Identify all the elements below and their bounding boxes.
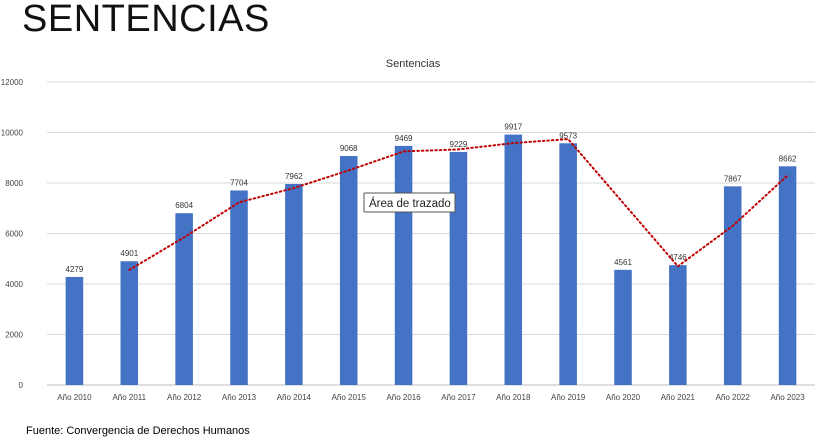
bar: [559, 143, 577, 385]
bar: [449, 151, 468, 385]
trendline: [128, 138, 789, 271]
x-tick-label: Año 2019: [551, 393, 586, 402]
x-tick-label: Año 2014: [277, 393, 312, 402]
y-tick-label: 10000: [1, 129, 24, 138]
trendline-path: [128, 138, 789, 271]
x-tick-label: Año 2020: [606, 393, 641, 402]
x-tick-label: Año 2021: [661, 393, 696, 402]
bar: [504, 134, 523, 385]
data-label: 8662: [779, 154, 797, 163]
data-label: 7867: [724, 174, 742, 183]
data-label: 4901: [120, 249, 138, 258]
x-tick-label: Año 2022: [716, 393, 751, 402]
data-label: 9229: [450, 140, 468, 149]
bar: [394, 145, 413, 385]
data-label: 7962: [285, 172, 303, 181]
bar: [339, 156, 358, 385]
bar: [120, 261, 139, 385]
x-tick-label: Año 2023: [770, 393, 805, 402]
data-label: 9469: [395, 134, 413, 143]
y-tick-label: 2000: [5, 331, 23, 340]
data-label: 7704: [230, 178, 248, 187]
x-tick-label: Año 2016: [386, 393, 421, 402]
data-label: 4561: [614, 258, 632, 267]
x-tick-label: Año 2011: [112, 393, 146, 402]
bar: [778, 166, 797, 385]
data-label: 9573: [559, 131, 577, 140]
data-labels: 4279 4901 6804 7704 7962 9068 9469 9229 9917 9573…: [66, 123, 797, 274]
data-label: 4279: [66, 265, 84, 274]
data-label: 9917: [504, 123, 522, 132]
tooltip-label: Área de trazado: [369, 197, 451, 210]
bar: [723, 186, 742, 385]
x-tick-label: Año 2010: [57, 393, 92, 402]
y-tick-label: 6000: [5, 230, 23, 239]
bar: [65, 276, 84, 385]
x-tick-label: Año 2017: [441, 393, 476, 402]
y-axis: 0 2000 4000 6000 8000 10000 12000: [1, 78, 24, 390]
y-tick-label: 12000: [1, 78, 24, 87]
data-label: 9068: [340, 144, 358, 153]
data-label: 4746: [669, 253, 687, 262]
y-tick-label: 8000: [5, 179, 23, 188]
bars: [65, 134, 797, 385]
chart-title: Sentencias: [386, 58, 441, 70]
source-note: Fuente: Convergencia de Derechos Humanos: [26, 425, 250, 437]
gridlines: [47, 81, 815, 386]
x-tick-label: Año 2013: [222, 393, 257, 402]
x-tick-label: Año 2018: [496, 393, 531, 402]
bar: [614, 269, 632, 385]
y-tick-label: 0: [19, 381, 24, 390]
bar-chart: Sentencias 0 2000 4000 6000 8000 10000 12000 4…: [1, 58, 815, 402]
bar: [230, 190, 248, 385]
x-tick-label: Año 2012: [167, 393, 202, 402]
bar: [669, 265, 687, 385]
x-axis: Año 2010 Año 2011 Año 2012 Año 2013 Año 2014…: [57, 393, 805, 402]
data-label: 6804: [175, 201, 193, 210]
bar: [175, 213, 193, 385]
slide-title: SENTENCIAS: [22, 0, 270, 40]
x-tick-label: Año 2015: [332, 393, 367, 402]
plot-area-tooltip: Área de trazado: [363, 192, 456, 213]
bar: [285, 183, 303, 385]
y-tick-label: 4000: [5, 280, 23, 289]
